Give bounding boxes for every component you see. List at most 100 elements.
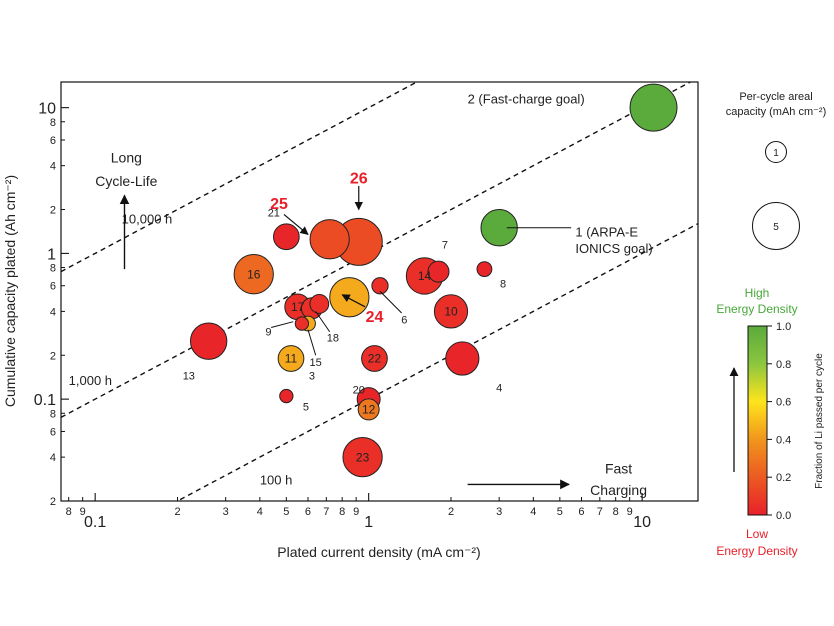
bubble-4 — [445, 341, 480, 376]
colorbar-tick-label: 0.2 — [776, 472, 791, 484]
colorbar-gradient — [747, 325, 768, 516]
bubble-label-26: 26 — [350, 170, 368, 187]
bubble-label-1: 1 (ARPA-E IONICS goal) — [575, 225, 652, 256]
constant-time-labels: 10,000 h 1,000 h 100 h — [69, 212, 293, 488]
bubble-2 — [629, 83, 678, 132]
bubble-22 — [361, 345, 388, 372]
size-legend-circle — [765, 141, 787, 163]
y-minor-tick-label: 8 — [50, 408, 56, 420]
y-minor-tick-label: 4 — [50, 306, 56, 318]
x-minor-tick-label: 9 — [80, 506, 86, 518]
bubble-label-20: 20 — [353, 385, 365, 397]
constant-time-label: 10,000 h — [122, 212, 173, 227]
bubble-11 — [277, 345, 305, 372]
size-legend-title-line2: capacity (mAh cm⁻²) — [726, 106, 827, 118]
bubble-label-16: 16 — [247, 267, 261, 281]
y-minor-tick-label: 6 — [50, 426, 56, 438]
y-minor-tick-label: 6 — [50, 135, 56, 147]
bubble-label-22: 22 — [368, 352, 382, 366]
y-minor-tick-label: 4 — [50, 161, 56, 173]
bubble-label-3: 3 — [309, 370, 315, 382]
bubble-6 — [371, 277, 389, 295]
bubble-10 — [433, 294, 469, 329]
y-minor-tick-label: 8 — [50, 117, 56, 129]
axis-ticks: 0.1 1 108 9 2 3 4 5 6 7 8 9 2 3 4 5 6 7 8 90.11102468246824… — [34, 101, 651, 531]
annotations: Long Cycle-Life Fast Charging — [95, 150, 647, 498]
x-minor-tick-label: 8 — [66, 506, 72, 518]
bubble-label-8: 8 — [500, 279, 506, 291]
x-minor-tick-label: 2 — [448, 506, 454, 518]
colorbar-tick-label: 0.0 — [776, 510, 791, 522]
callout-arrow — [283, 214, 309, 235]
bubble-7 — [427, 260, 450, 283]
colorbar-top-label-line1: High — [745, 286, 770, 300]
x-minor-tick-label: 8 — [613, 506, 619, 518]
bubble-label-17: 17 — [291, 300, 305, 314]
size-legend-title-line1: Per-cycle areal — [739, 91, 812, 103]
leader-lines — [271, 186, 572, 356]
x-minor-tick-label: 9 — [627, 506, 633, 518]
callout-arrow — [341, 294, 366, 308]
constant-time-label: 100 h — [260, 472, 293, 487]
constant-time-label: 1,000 h — [69, 373, 112, 388]
bubbles — [189, 83, 678, 478]
colorbar-tick-label: 0.6 — [776, 397, 791, 409]
leader-line — [271, 321, 294, 329]
y-minor-tick-label: 2 — [50, 496, 56, 508]
colorbar-title: Fraction of Li passed per cycle — [814, 353, 825, 489]
colorbar-tick-label: 0.8 — [776, 359, 791, 371]
bubble-label-25: 25 — [270, 196, 288, 213]
size-legend-label: 1 — [773, 148, 779, 159]
bubble-21 — [272, 223, 300, 251]
x-minor-tick-label: 6 — [578, 506, 584, 518]
leader-line — [307, 329, 317, 356]
bubble-label-5: 5 — [303, 401, 309, 413]
bubble-25 — [309, 219, 350, 260]
annotation-text: Fast — [605, 460, 632, 476]
leader-line — [379, 290, 403, 314]
y-minor-tick-label: 2 — [50, 205, 56, 217]
bubble-9 — [294, 316, 310, 331]
bubble-label-6: 6 — [401, 315, 407, 327]
constant-time-line — [176, 223, 698, 501]
x-minor-tick-label: 5 — [557, 506, 563, 518]
bubble-label-7: 7 — [442, 239, 448, 251]
annotation-text: Long — [111, 150, 142, 166]
colorbar-bottom-label-line1: Low — [746, 527, 768, 541]
annotation-text: Cycle-Life — [95, 173, 157, 189]
colorbar-tick-label: 0.4 — [776, 434, 791, 446]
bubble-8 — [476, 261, 493, 278]
size-legend: Per-cycle areal capacity (mAh cm⁻²) 1 5 — [726, 91, 827, 250]
bubble-23 — [342, 436, 383, 478]
bubble-label-9: 9 — [265, 327, 271, 339]
x-minor-tick-label: 6 — [305, 506, 311, 518]
x-minor-tick-label: 9 — [353, 506, 359, 518]
bubble-5 — [279, 388, 294, 404]
bubble-label-11: 11 — [285, 352, 298, 366]
y-minor-tick-label: 6 — [50, 281, 56, 293]
bubble-labels: 1 (ARPA-E IONICS goal) 2 (Fast-charge goal… — [183, 91, 653, 464]
bubble-label-15: 15 — [310, 357, 322, 369]
bubble-12 — [357, 398, 380, 421]
y-major-tick-label: 1 — [47, 246, 56, 263]
y-minor-tick-label: 2 — [50, 350, 56, 362]
y-axis-title: Cumulative capacity plated (Ah cm⁻²) — [2, 175, 18, 407]
y-minor-tick-label: 4 — [50, 452, 56, 464]
colorbar-tick-label: 1.0 — [776, 321, 791, 333]
y-minor-tick-label: 8 — [50, 263, 56, 275]
bubble-label-18: 18 — [327, 332, 339, 344]
bubble-18 — [309, 294, 330, 314]
x-major-tick-label: 1 — [364, 514, 373, 531]
bubble-label-24: 24 — [366, 309, 384, 326]
colorbar: High Energy Density Low Energy Density F… — [716, 286, 825, 558]
bubble-13 — [189, 322, 228, 360]
leader-line — [315, 311, 331, 333]
plot-frame — [60, 81, 699, 502]
colorbar-top-label-line2: Energy Density — [716, 302, 797, 316]
colorbar-bottom-label-line2: Energy Density — [716, 544, 797, 558]
x-minor-tick-label: 7 — [323, 506, 329, 518]
x-major-tick-label: 10 — [633, 514, 651, 531]
y-major-tick-label: 0.1 — [34, 392, 56, 409]
bubble-label-13: 13 — [183, 370, 195, 382]
x-major-tick-label: 0.1 — [84, 514, 106, 531]
